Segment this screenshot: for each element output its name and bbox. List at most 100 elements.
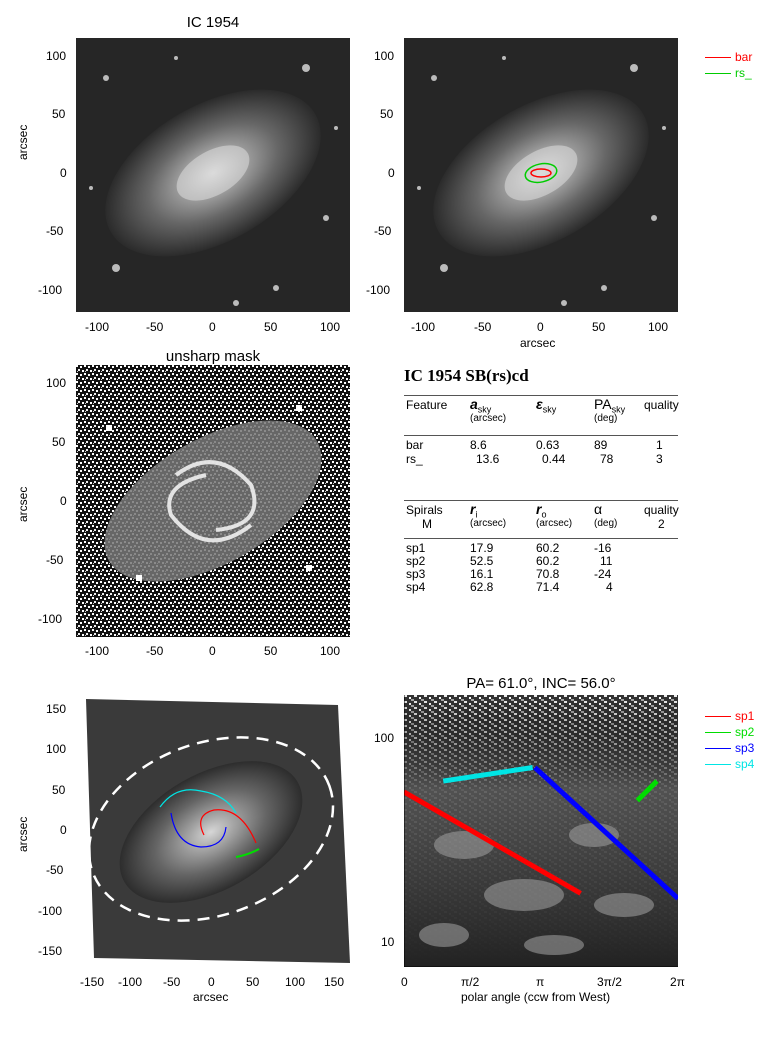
panel1-xtick: 100	[320, 320, 341, 334]
panel2-xtick: -50	[474, 320, 492, 334]
feature-table: Feature asky (arcsec) εsky PAsky (deg) q…	[406, 396, 680, 430]
panel5-ytick: -150	[38, 944, 63, 958]
col-a-sky: asky	[470, 396, 492, 415]
panel5-ytick: 150	[46, 702, 67, 716]
panel1-xtick: -50	[146, 320, 164, 334]
panel1-ytick: 50	[52, 107, 66, 121]
table-row: sp3 16.1 70.8 -24	[406, 567, 612, 581]
table-row: rs_ 13.6 0.44 78 3	[406, 452, 663, 466]
col-pa-sky: PAsky	[594, 396, 626, 415]
panel5-xtick: 0	[208, 975, 215, 989]
series-line-sp1	[404, 789, 582, 896]
legend-item-sp2: sp2	[705, 724, 754, 740]
panel5-ytick: -100	[38, 904, 63, 918]
panel3-xtick: -100	[85, 644, 110, 658]
col-feature: Feature	[406, 398, 448, 412]
series-line-sp3	[533, 765, 678, 901]
panel3-xtick: 100	[320, 644, 341, 658]
panel1-title: IC 1954	[186, 14, 240, 31]
legend-item-sp3: sp3	[705, 740, 754, 756]
panel1-ytick: 100	[46, 49, 67, 63]
sp1-spiral	[200, 809, 257, 844]
panel3-ytick: 50	[52, 435, 66, 449]
panel1-ytick: -50	[46, 224, 64, 238]
table-heading: IC 1954 SB(rs)cd	[404, 366, 529, 385]
panel5-xtick: -100	[118, 975, 143, 989]
panel2-ytick: 50	[380, 107, 394, 121]
col-eps-sky: εsky	[536, 396, 557, 415]
panel2-ytick: -50	[374, 224, 392, 238]
panel3-title: unsharp mask	[165, 348, 261, 365]
panel6-xtick: π/2	[461, 975, 480, 989]
panel2-xtick: 50	[592, 320, 606, 334]
bar-ellipse	[530, 168, 552, 178]
panel6-xlabel: polar angle (ccw from West)	[461, 990, 611, 1004]
panel3-xtick: -50	[146, 644, 164, 658]
panel6-title: PA= 61.0°, INC= 56.0°	[466, 675, 616, 692]
series-line-sp2	[635, 779, 659, 803]
panel6-xtick: 2π	[670, 975, 685, 989]
table-row: sp1 17.9 60.2 -16	[406, 541, 612, 555]
panel1-ylabel: arcsec	[16, 124, 30, 160]
rs-ellipse	[524, 162, 558, 184]
panel5-ylabel: arcsec	[16, 816, 30, 852]
panel5-ytick: -50	[46, 863, 64, 877]
sp3-spiral	[170, 812, 227, 848]
panel3-ylabel: arcsec	[16, 486, 30, 522]
sp2-spiral	[235, 848, 260, 858]
panel1-ytick: -100	[38, 283, 63, 297]
panel5-galaxy-spirals-image	[76, 695, 350, 968]
table-row: sp2 52.5 60.2 11	[406, 554, 613, 568]
col-quality: quality	[644, 398, 679, 412]
panel3-xtick: 0	[209, 644, 216, 658]
panel5-xtick: 100	[285, 975, 306, 989]
series-line-sp4	[442, 765, 534, 784]
panel1-xtick: -100	[85, 320, 110, 334]
panel6-xtick: 3π/2	[597, 975, 622, 989]
panel2-xlabel: arcsec	[520, 336, 556, 350]
panel2-xtick: -100	[411, 320, 436, 334]
panel3-ytick: -50	[46, 553, 64, 567]
panel1-xtick: 0	[209, 320, 216, 334]
panel6-xtick: π	[536, 975, 545, 989]
panel2-xtick: 100	[648, 320, 669, 334]
panel6-polar-plot	[404, 695, 678, 967]
panel3-ytick: 0	[60, 494, 67, 508]
panel2-ytick: -100	[366, 283, 391, 297]
panel6-legend: sp1 sp2 sp3 sp4	[705, 708, 754, 772]
panel5-xtick: -50	[163, 975, 181, 989]
sp4-spiral	[159, 789, 237, 814]
panel5-xtick: -150	[80, 975, 105, 989]
panel2-xtick: 0	[537, 320, 544, 334]
panel1-ytick: 0	[60, 166, 67, 180]
table-row: sp4 62.8 71.4 4	[406, 580, 613, 594]
panel5-ytick: 50	[52, 783, 66, 797]
panel1-galaxy-image	[76, 38, 350, 312]
panel3-ytick: -100	[38, 612, 63, 626]
panel2-ytick: 100	[374, 49, 395, 63]
panel5-xlabel: arcsec	[193, 990, 229, 1004]
col-pa-sky-unit: (deg)	[594, 413, 618, 424]
panel5-xtick: 150	[324, 975, 345, 989]
disk-ellipse	[87, 736, 335, 922]
panel5-xtick: 50	[246, 975, 260, 989]
table-row: bar 8.6 0.63 89 1	[406, 438, 663, 452]
spiral-table-header: Spirals M ri (arcsec) ro (arcsec) α (deg…	[406, 501, 679, 531]
panel6-ytick: 10	[381, 935, 395, 949]
panel6-ytick: 100	[374, 731, 395, 745]
panel2-galaxy-image	[404, 38, 678, 312]
feature-rows: bar 8.6 0.63 89 1 rs_ 13.6 0.44 78 3	[406, 438, 680, 466]
legend-item-sp4: sp4	[705, 756, 754, 772]
panel5-ytick: 100	[46, 742, 67, 756]
panel6-xtick: 0	[401, 975, 408, 989]
panel3-xtick: 50	[264, 644, 278, 658]
panel2-ytick: 0	[388, 166, 395, 180]
legend-item-sp1: sp1	[705, 708, 754, 724]
panel1-xtick: 50	[264, 320, 278, 334]
panel3-unsharp-mask-image	[76, 365, 350, 637]
col-a-sky-unit: (arcsec)	[470, 413, 507, 424]
panel3-ytick: 100	[46, 376, 67, 390]
legend-item-bar: bar	[705, 49, 752, 65]
panel5-ytick: 0	[60, 823, 67, 837]
legend-item-rs: rs_	[705, 65, 752, 81]
